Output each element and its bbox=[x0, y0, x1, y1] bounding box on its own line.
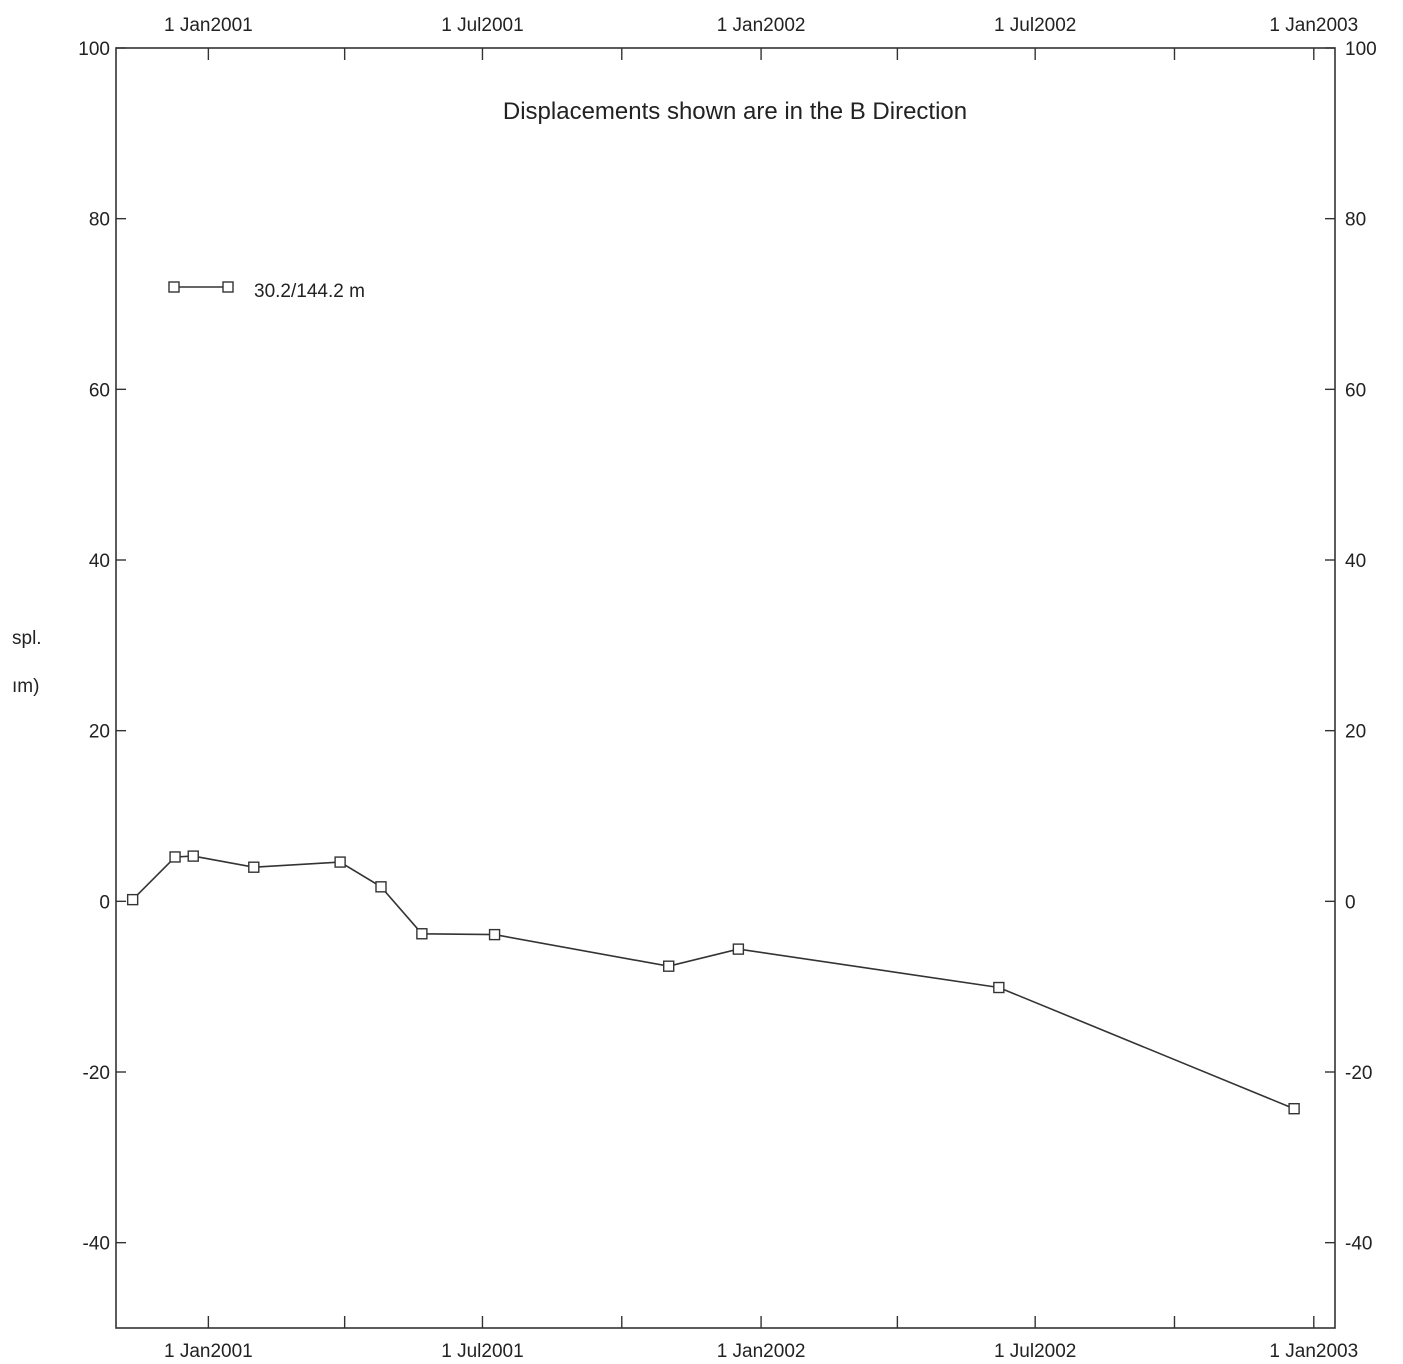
y-axis-label-fragment-2: ım) bbox=[12, 676, 39, 697]
y-tick-label-left: 80 bbox=[89, 210, 110, 231]
x-tick-label-top: 1 Jul2001 bbox=[441, 15, 523, 36]
y-tick-label-right: -20 bbox=[1345, 1063, 1372, 1084]
data-point bbox=[993, 981, 1005, 994]
y-tick-label-left: 40 bbox=[89, 551, 110, 572]
data-point bbox=[663, 960, 675, 972]
x-tick-label-bottom: 1 Jan2001 bbox=[164, 1341, 253, 1362]
y-tick-label-right: 20 bbox=[1345, 722, 1366, 743]
series-line bbox=[132, 855, 1295, 1110]
data-point bbox=[248, 861, 260, 873]
y-tick-label-left: -20 bbox=[83, 1063, 110, 1084]
data-point bbox=[126, 893, 139, 906]
data-point bbox=[169, 851, 181, 863]
x-tick-label-bottom: 1 Jul2001 bbox=[441, 1341, 523, 1362]
data-point bbox=[375, 881, 387, 893]
legend-marker-2 bbox=[222, 281, 234, 293]
x-tick-label-bottom: 1 Jan2002 bbox=[717, 1341, 806, 1362]
y-tick-label-right: 100 bbox=[1345, 39, 1377, 60]
legend-label: 30.2/144.2 m bbox=[254, 281, 365, 302]
data-point bbox=[1288, 1102, 1300, 1115]
x-tick-label-top: 1 Jan2002 bbox=[717, 15, 806, 36]
y-tick-label-right: 60 bbox=[1345, 380, 1366, 401]
y-tick-label-left: 60 bbox=[89, 380, 110, 401]
x-tick-label-top: 1 Jul2002 bbox=[994, 15, 1076, 36]
plot-frame bbox=[115, 47, 1336, 1329]
y-tick-label-left: 20 bbox=[89, 722, 110, 743]
x-tick-label-top: 1 Jan2003 bbox=[1269, 15, 1358, 36]
legend-marker-1 bbox=[168, 281, 180, 293]
y-tick-label-right: 40 bbox=[1345, 551, 1366, 572]
y-tick-label-left: 0 bbox=[99, 892, 110, 913]
y-tick-label-right: 0 bbox=[1345, 892, 1356, 913]
data-point bbox=[187, 850, 199, 862]
y-axis-label-fragment-1: spl. bbox=[12, 628, 42, 649]
data-point bbox=[488, 928, 501, 941]
axes-frame bbox=[115, 47, 1336, 1329]
x-tick-label-top: 1 Jan2001 bbox=[164, 15, 253, 36]
axis-ticks: -40 -40 -20 -20 0 0 20 20 40 40 60 60 80 80 100 100 1 Ja… bbox=[78, 15, 1376, 1362]
y-tick-label-left: 100 bbox=[78, 39, 110, 60]
y-tick-label-right: 80 bbox=[1345, 210, 1366, 231]
data-point bbox=[334, 856, 346, 868]
x-tick-label-bottom: 1 Jul2002 bbox=[994, 1341, 1076, 1362]
series-layer bbox=[126, 850, 1300, 1115]
data-point bbox=[732, 943, 745, 955]
legend: 30.2/144.2 m bbox=[168, 281, 365, 302]
y-tick-label-left: -40 bbox=[83, 1234, 110, 1255]
x-tick-label-bottom: 1 Jan2003 bbox=[1269, 1341, 1358, 1362]
data-point bbox=[416, 928, 428, 940]
y-tick-label-right: -40 bbox=[1345, 1234, 1372, 1255]
chart-title: Displacements shown are in the B Directi… bbox=[503, 98, 967, 125]
